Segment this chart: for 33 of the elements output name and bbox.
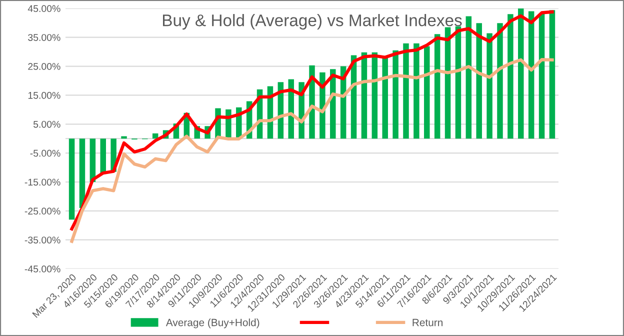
bar xyxy=(508,14,514,139)
legend-label: Average (Buy+Hold) xyxy=(166,318,260,328)
bar xyxy=(466,16,472,139)
y-tick-label: -5.00% xyxy=(30,150,60,157)
legend-label: Return xyxy=(412,318,442,326)
y-tick-label: -45.00% xyxy=(24,266,60,272)
y-tick-label: -15.00% xyxy=(24,178,60,186)
bar xyxy=(455,26,462,139)
bar xyxy=(100,138,106,174)
bar xyxy=(444,27,451,139)
line-series xyxy=(70,10,554,230)
y-tick-label: 15.00% xyxy=(28,92,60,99)
bar xyxy=(382,58,388,139)
bar xyxy=(538,14,545,139)
y-tick-label: 5.00% xyxy=(33,120,60,128)
y-tick-label: 35.00% xyxy=(28,34,60,41)
line-series xyxy=(70,58,554,243)
bar xyxy=(476,23,482,139)
bar xyxy=(414,43,420,139)
bar xyxy=(403,43,409,139)
bar xyxy=(549,10,556,139)
bar xyxy=(392,50,398,139)
bar xyxy=(518,8,524,139)
chart-title: Buy & Hold (Average) vs Market Indexes xyxy=(162,14,462,30)
y-tick-label: -35.00% xyxy=(24,236,60,244)
bar xyxy=(424,46,430,139)
bar xyxy=(68,138,75,220)
bar xyxy=(497,23,503,139)
y-tick-label: -25.00% xyxy=(24,208,60,215)
bar xyxy=(121,136,127,139)
bar xyxy=(486,33,492,139)
y-tick-label: 25.00% xyxy=(28,63,60,70)
y-tick-label: 45.00% xyxy=(28,5,60,12)
